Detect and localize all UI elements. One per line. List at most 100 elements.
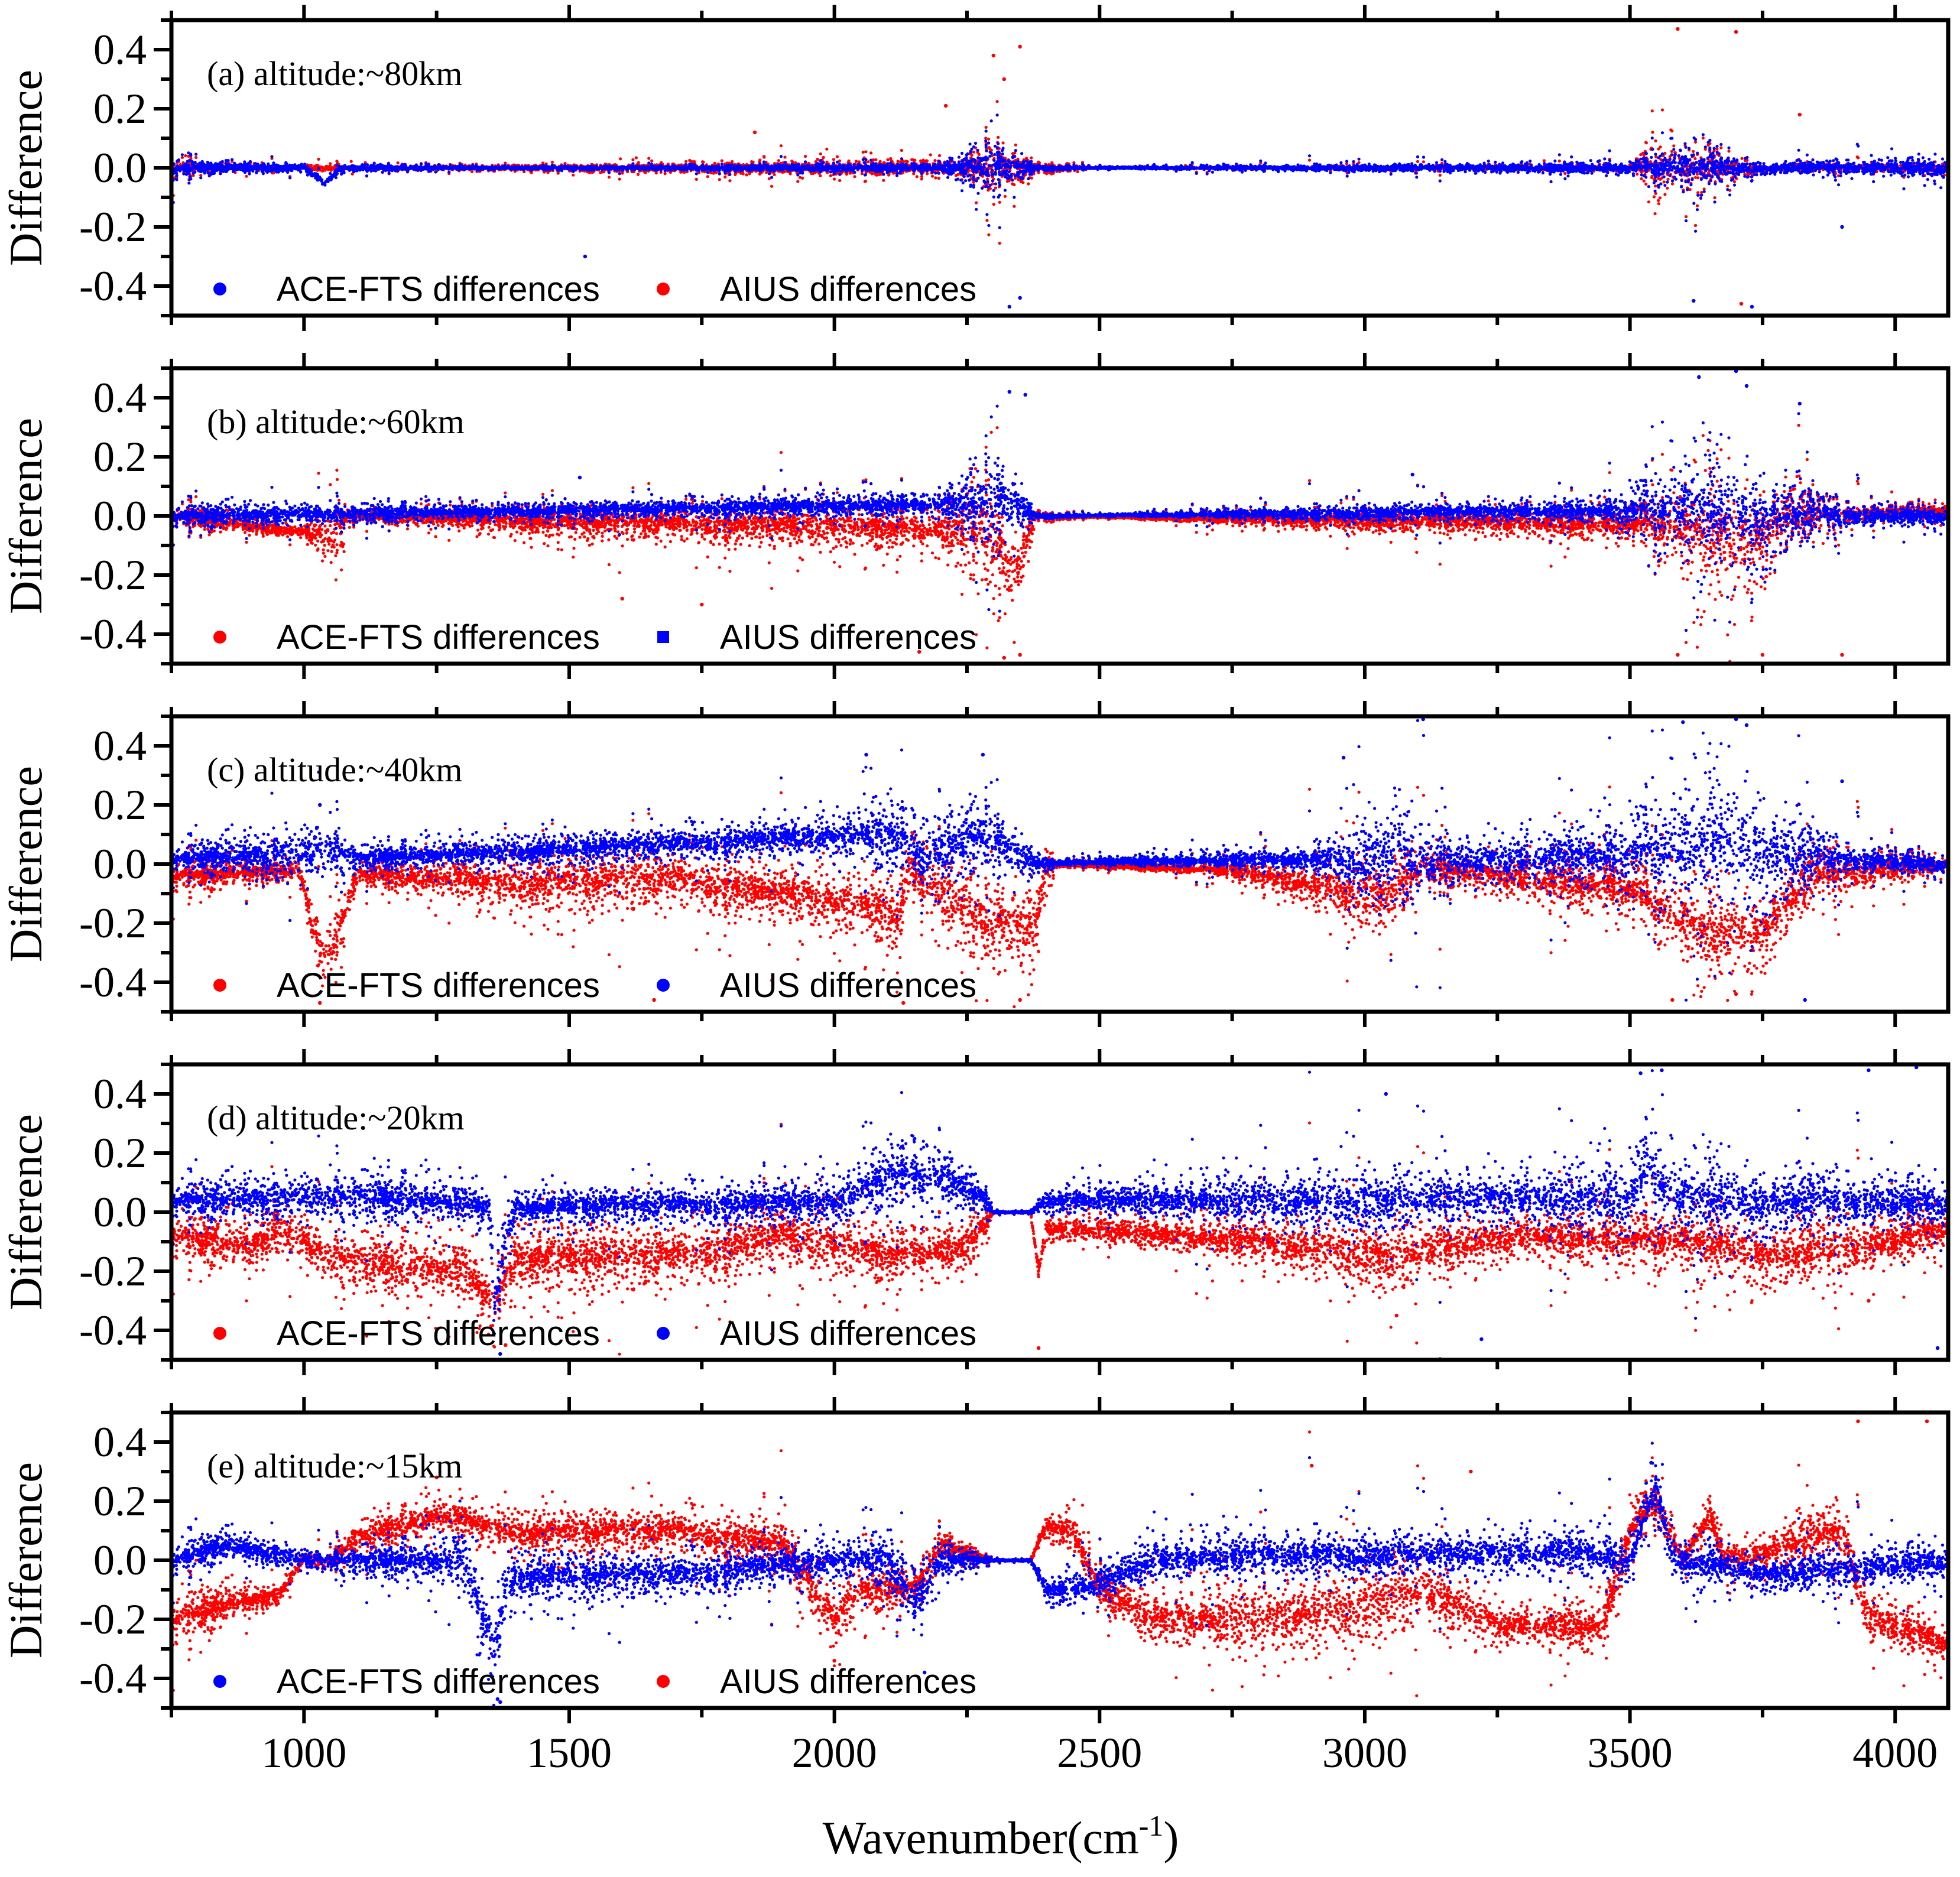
outlier-point [1936,1346,1939,1350]
y-tick-label: 0.4 [93,374,147,421]
outlier-point [700,603,703,606]
y-tick-label: -0.4 [79,262,147,310]
outlier-point [1840,780,1844,783]
outlier-point [864,753,868,756]
legend-marker [213,979,226,992]
x-axis-title: Wavenumber(cm-1) [823,1809,1179,1863]
outlier-point [1867,1299,1870,1303]
legend-marker [657,1327,670,1340]
outlier-point [1310,1464,1313,1467]
outlier-point [1469,1470,1472,1473]
y-tick-label: 0.4 [93,1418,147,1466]
legend-label: AIUS differences [720,1662,976,1701]
legend: ACE-FTS differences AIUS differences [213,270,976,308]
outlier-point [1479,1337,1483,1341]
panel-label: (a) altitude:~80km [207,54,462,93]
y-tick-label: 0.0 [93,492,147,540]
x-tick-label: 1500 [527,1729,612,1777]
outlier-point [1008,390,1011,394]
legend-marker [213,1675,226,1688]
y-tick-label: 0.2 [93,1129,147,1177]
outlier-point [1342,756,1345,759]
y-tick-label: -0.2 [79,551,147,599]
outlier-point [1660,1069,1663,1072]
outlier-point [1676,653,1679,657]
outlier-point [981,753,985,756]
y-tick-label: 0.4 [93,26,147,73]
outlier-point [1649,1461,1653,1464]
y-tick-label: -0.2 [79,203,147,251]
outlier-point [753,131,757,134]
panel-label: (b) altitude:~60km [207,402,465,441]
outlier-point [1761,653,1764,657]
legend-marker [213,282,226,295]
outlier-point [652,998,656,1002]
y-tick-label: -0.2 [79,1248,147,1295]
outlier-point [1867,1069,1870,1072]
outlier-point [1803,998,1807,1002]
outlier-point [1002,656,1006,660]
legend-marker [657,1675,670,1688]
y-tick-label: 0.4 [93,722,147,769]
legend-label: AIUS differences [720,270,976,308]
y-tick-label: -0.4 [79,1307,147,1354]
y-tick-label: 0.2 [93,781,147,829]
y-tick-label: -0.4 [79,610,147,658]
panel-label: (d) altitude:~20km [207,1099,465,1137]
y-tick-label: -0.2 [79,899,147,947]
y-tick-label: 0.0 [93,144,147,191]
panel-label: (c) altitude:~40km [207,751,462,789]
outlier-point [1740,302,1743,306]
legend-label: AIUS differences [720,1314,976,1353]
outlier-point [318,803,322,807]
outlier-point [1018,998,1022,1002]
y-tick-label: 0.2 [93,85,147,132]
outlier-point [944,104,947,108]
legend-label: ACE-FTS differences [277,270,600,308]
outlier-point [1008,305,1011,308]
y-axis-title: Difference [0,1462,51,1658]
x-tick-label: 4000 [1852,1729,1938,1777]
outlier-point [1002,77,1006,81]
y-tick-label: 0.2 [93,1477,147,1525]
legend-marker [213,1327,226,1340]
outlier-point [1681,720,1685,724]
y-tick-label: 0.4 [93,1070,147,1118]
y-tick-label: -0.4 [79,1655,147,1702]
outlier-point [578,476,582,479]
x-tick-label: 3500 [1588,1729,1673,1777]
outlier-point [1734,30,1738,34]
y-tick-label: 0.2 [93,433,147,480]
outlier-point [621,597,624,600]
y-tick-label: 0.0 [93,840,147,888]
outlier-point [1018,296,1022,300]
x-tick-label: 1000 [261,1729,346,1777]
outlier-point [1676,27,1679,31]
outlier-point [1745,723,1748,727]
outlier-point [992,54,995,57]
outlier-point [1856,1420,1860,1423]
legend-label: ACE-FTS differences [277,1662,600,1701]
legend-label: ACE-FTS differences [277,966,600,1005]
legend: ACE-FTS differences AIUS differences [213,966,976,1005]
outlier-point [1697,375,1701,379]
outlier-point [1840,225,1844,229]
legend-marker [657,979,670,992]
outlier-point [1024,393,1027,397]
outlier-point [1395,1314,1398,1317]
outlier-point [1925,1420,1929,1423]
outlier-point [1670,998,1674,1002]
outlier-point [1638,1071,1642,1075]
outlier-point [1018,45,1022,48]
x-tick-label: 2500 [1057,1729,1142,1777]
y-axis-title: Difference [0,1114,51,1310]
outlier-point [1692,299,1695,303]
outlier-point [1411,473,1414,476]
y-axis-title: Difference [0,70,51,266]
panel-label: (e) altitude:~15km [207,1447,462,1485]
outlier-point [1750,305,1754,308]
x-tick-label: 3000 [1322,1729,1407,1777]
outlier-point [1018,653,1022,657]
outlier-point [1745,384,1748,388]
